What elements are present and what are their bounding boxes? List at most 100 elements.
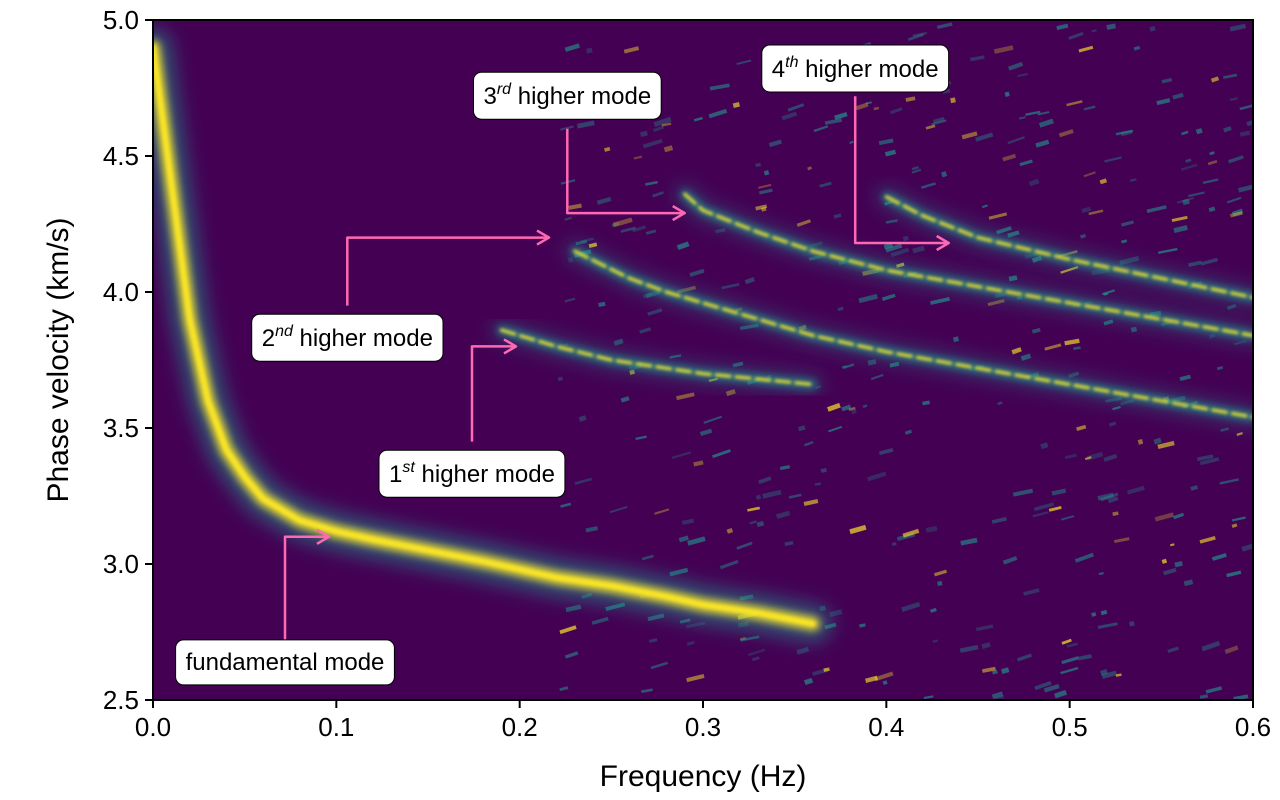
noise-speck xyxy=(1084,456,1092,461)
noise-speck xyxy=(1031,327,1041,334)
noise-speck xyxy=(858,293,878,304)
noise-speck xyxy=(1103,319,1114,326)
mode-core xyxy=(683,192,1253,337)
noise-speck xyxy=(585,526,599,533)
noise-speck xyxy=(612,217,633,228)
noise-speck xyxy=(676,241,690,251)
noise-speck xyxy=(763,170,770,176)
noise-speck xyxy=(1246,117,1253,127)
noise-speck xyxy=(559,686,569,692)
noise-speck xyxy=(988,212,1008,220)
noise-speck xyxy=(1007,136,1025,145)
noise-speck xyxy=(1209,151,1215,156)
noise-speck xyxy=(841,404,852,412)
noise-speck xyxy=(652,191,664,198)
noise-speck xyxy=(1120,129,1133,137)
noise-speck xyxy=(1023,588,1040,596)
noise-speck xyxy=(1231,523,1238,528)
noise-speck xyxy=(1011,347,1022,355)
noise-speck xyxy=(749,520,757,525)
noise-speck xyxy=(803,499,819,507)
x-tick-label: 0.1 xyxy=(318,712,354,742)
noise-speck xyxy=(609,505,628,514)
noise-speck xyxy=(1043,684,1060,693)
noise-speck xyxy=(620,396,630,403)
noise-speck xyxy=(1081,206,1092,214)
noise-speck xyxy=(712,449,731,459)
noise-speck xyxy=(1174,561,1183,568)
noise-speck xyxy=(904,429,912,435)
noise-speck xyxy=(819,181,832,188)
y-tick-label: 4.0 xyxy=(103,277,139,307)
noise-speck xyxy=(736,541,753,550)
noise-speck xyxy=(1038,118,1054,128)
y-tick-label: 3.5 xyxy=(103,413,139,443)
noise-speck xyxy=(686,673,705,683)
noise-speck xyxy=(874,671,894,682)
noise-speck xyxy=(921,182,936,189)
noise-speck xyxy=(1207,160,1218,166)
noise-speck xyxy=(1195,128,1203,135)
noise-speck xyxy=(721,282,740,290)
noise-speck xyxy=(804,440,814,447)
noise-speck xyxy=(758,476,772,485)
annotation-arrow xyxy=(470,345,516,442)
noise-speck xyxy=(645,229,657,235)
x-axis-ticks: 0.0 0.1 0.2 0.3 0.4 0.5 0.6 xyxy=(135,700,1271,742)
noise-speck xyxy=(649,638,658,643)
noise-speck xyxy=(848,406,856,411)
noise-speck xyxy=(564,43,580,52)
noise-speck xyxy=(719,559,739,570)
noise-speck xyxy=(1219,478,1239,485)
label-rest: higher mode xyxy=(293,325,433,352)
mode-core xyxy=(573,249,1253,419)
arrow-head xyxy=(316,528,331,545)
label-text: 3rd higher mode xyxy=(483,81,651,110)
label-text: 2nd higher mode xyxy=(262,323,433,352)
noise-speck xyxy=(878,448,894,456)
noise-speck xyxy=(768,139,782,148)
noise-speck xyxy=(709,83,730,91)
noise-speck xyxy=(1078,45,1094,53)
noise-speck xyxy=(1097,622,1118,629)
noise-speck xyxy=(850,408,857,415)
noise-speck xyxy=(1183,579,1194,587)
noise-speck xyxy=(837,306,844,312)
noise-speck xyxy=(1129,178,1137,182)
noise-speck xyxy=(1044,343,1062,351)
noise-speck xyxy=(930,297,950,305)
noise-speck xyxy=(1133,45,1141,51)
noise-speck xyxy=(1157,440,1175,449)
x-tick-label: 0.5 xyxy=(1052,712,1088,742)
noise-speck xyxy=(1196,454,1214,462)
noise-speck xyxy=(663,145,674,153)
noise-speck xyxy=(1126,485,1145,495)
noise-speck xyxy=(726,527,734,534)
noise-speck xyxy=(732,102,740,108)
noise-speck xyxy=(784,540,794,546)
label-base: 3 xyxy=(483,83,496,110)
noise-speck xyxy=(1216,365,1224,371)
annotation-arrow xyxy=(283,535,329,641)
noise-speck xyxy=(1068,31,1084,40)
noise-speck xyxy=(934,569,948,577)
annotation-label: 1st higher mode xyxy=(378,449,566,498)
noise-speck xyxy=(681,518,694,525)
noise-speck xyxy=(834,111,848,120)
noise-speck xyxy=(996,226,1012,235)
noise-speck xyxy=(1007,61,1024,71)
noise-speck xyxy=(885,243,903,253)
noise-speck xyxy=(1176,196,1194,204)
noise-speck xyxy=(1199,535,1216,544)
noise-speck xyxy=(604,146,611,152)
noise-speck xyxy=(855,102,869,111)
annotation-label: 3rd higher mode xyxy=(473,71,662,120)
noise-speck xyxy=(1037,111,1050,116)
noise-speck xyxy=(1048,505,1062,512)
noise-speck xyxy=(703,415,723,424)
noise-speck xyxy=(820,468,827,473)
noise-speck xyxy=(931,119,947,126)
noise-speck xyxy=(647,613,665,622)
noise-speck xyxy=(578,415,587,422)
noise-speck xyxy=(1060,515,1075,521)
